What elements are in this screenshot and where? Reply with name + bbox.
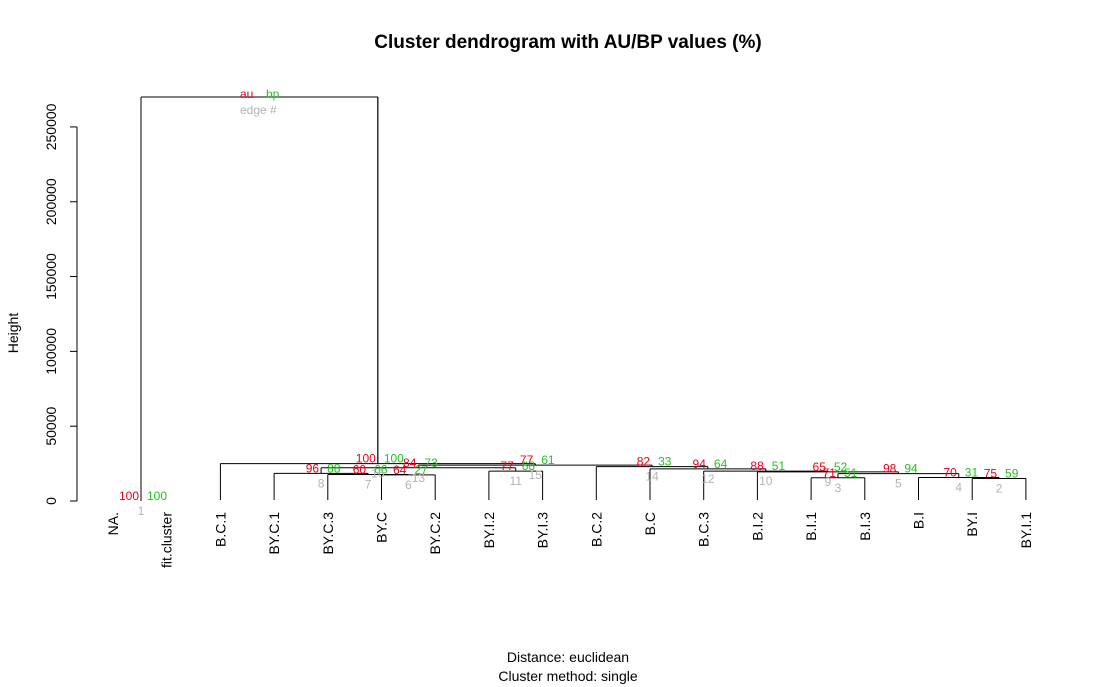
distance-caption: Distance: euclidean — [507, 649, 629, 665]
bp-value: 64 — [714, 457, 728, 471]
edge-number: 9 — [825, 475, 832, 489]
edge-number: 8 — [318, 476, 325, 490]
leaf-label: B.C.3 — [696, 512, 712, 547]
bp-value: 51 — [844, 466, 858, 480]
leaf-label: BY.I.1 — [1018, 512, 1034, 549]
y-axis: 0 50000 100000 150000 200000 250000 — [43, 103, 78, 505]
au-value: 88 — [750, 459, 764, 473]
legend-au: au — [240, 87, 253, 101]
y-tick-label: 0 — [43, 497, 59, 505]
leaf-label: B.C.1 — [212, 512, 228, 547]
method-caption: Cluster method: single — [498, 668, 638, 684]
bp-value: 33 — [658, 455, 672, 469]
au-value: 94 — [693, 457, 707, 471]
legend-bp: bp — [266, 87, 280, 101]
au-value: 84 — [403, 456, 417, 470]
leaf-label: BY.C.2 — [427, 512, 443, 555]
edge-number: 10 — [759, 474, 773, 488]
y-tick-label: 200000 — [43, 178, 59, 225]
edge-number: 11 — [510, 474, 523, 488]
edge-number: 6 — [405, 478, 412, 492]
leaf-label: B.I.2 — [749, 512, 765, 541]
leaf-label: BY.I.2 — [481, 512, 497, 549]
bp-value: 61 — [541, 453, 555, 467]
au-value: 77 — [520, 453, 534, 467]
leaf-label: BY.I — [964, 512, 980, 537]
leaf-label: B.C.2 — [588, 512, 604, 547]
bp-value: 59 — [1005, 467, 1019, 481]
au-value: 98 — [883, 462, 897, 476]
y-tick-label: 100000 — [43, 328, 59, 375]
leaf-label: BY.I.3 — [535, 512, 551, 549]
au-value: 71 — [823, 466, 837, 480]
au-value: 100 — [356, 452, 376, 466]
edge-number: 13 — [412, 471, 426, 485]
edge-number: 7 — [365, 478, 372, 492]
au-value: 100 — [119, 489, 139, 503]
edge-number: 5 — [895, 477, 902, 491]
bp-value: 100 — [147, 489, 167, 503]
au-value: 82 — [637, 455, 651, 469]
au-value: 64 — [393, 463, 407, 477]
bp-value: 52 — [834, 460, 848, 474]
edge-number: 12 — [701, 472, 715, 486]
edge-number: 2 — [996, 482, 1003, 496]
leaf-label: BY.C.3 — [320, 512, 336, 555]
au-value: 65 — [813, 460, 827, 474]
leaf-label: B.I.1 — [803, 512, 819, 541]
leaf-label: B.C — [642, 512, 658, 535]
chart-title: Cluster dendrogram with AU/BP values (%) — [374, 32, 761, 53]
au-value: 77 — [500, 459, 514, 473]
dendrogram-branches — [140, 96, 1027, 501]
leaf-label: NA. — [105, 512, 121, 535]
bp-value: 94 — [904, 462, 918, 476]
leaf-labels: NA. fit.cluster B.C.1 BY.C.1 BY.C.3 BY.C BY.C.… — [105, 512, 1034, 568]
bp-value: 68 — [522, 459, 536, 473]
edge-number: 15 — [529, 468, 543, 482]
y-tick-label: 150000 — [43, 253, 59, 300]
edge-number: 4 — [955, 481, 962, 495]
leaf-label: fit.cluster — [159, 512, 175, 568]
leaf-label: B.I — [911, 512, 927, 529]
edge-number: 16 — [371, 467, 385, 481]
au-value: 60 — [353, 463, 367, 477]
bp-value: 73 — [424, 456, 438, 470]
leaf-label: B.I.3 — [857, 512, 873, 541]
y-axis-label: Height — [5, 313, 21, 354]
legend-edge: edge # — [240, 103, 277, 117]
bp-value: 31 — [965, 466, 979, 480]
bp-value: 100 — [384, 452, 404, 466]
au-value: 70 — [943, 466, 957, 480]
leaf-label: BY.C.1 — [266, 512, 282, 555]
bp-value: 51 — [772, 459, 786, 473]
bp-value: 88 — [327, 461, 341, 475]
edge-number: 1 — [138, 504, 145, 518]
y-tick-label: 250000 — [43, 103, 59, 150]
edge-number: 3 — [835, 481, 842, 495]
y-tick-label: 50000 — [43, 407, 59, 446]
leaf-label: BY.C — [374, 512, 390, 543]
au-value: 75 — [984, 467, 998, 481]
bp-value: 66 — [374, 463, 388, 477]
au-value: 96 — [306, 461, 320, 475]
edge-number: 14 — [645, 470, 659, 484]
bp-value: 27 — [414, 463, 428, 477]
